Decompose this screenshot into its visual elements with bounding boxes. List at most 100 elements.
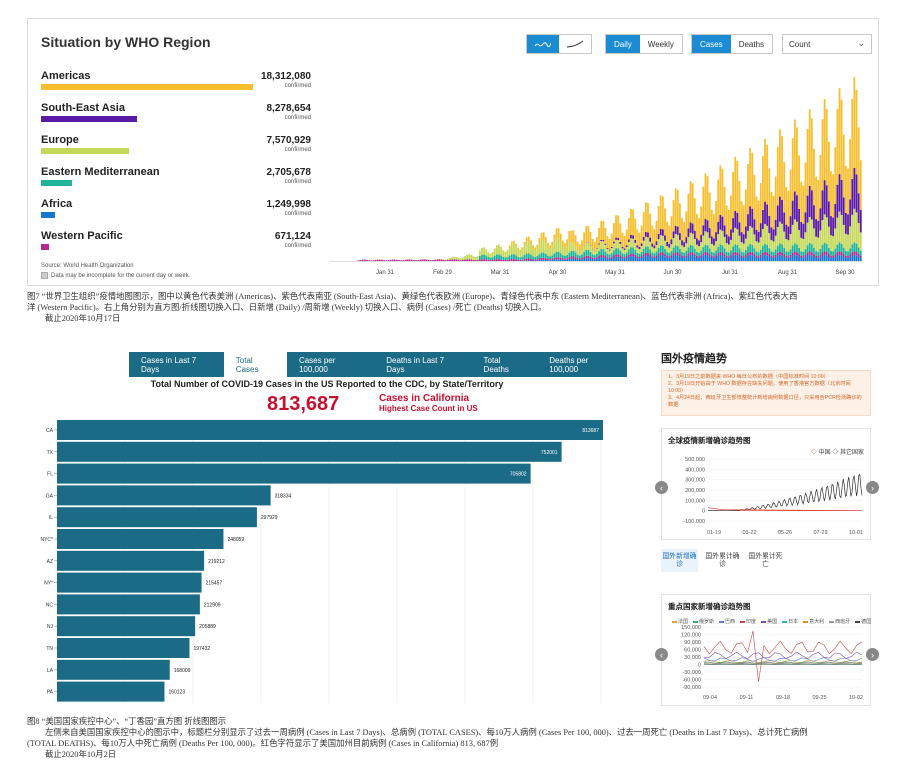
daily-bar-segment: [530, 258, 532, 261]
daily-bar-segment: [727, 252, 730, 257]
daily-bar-segment: [804, 162, 807, 213]
daily-bar-segment: [398, 260, 400, 261]
daily-bar-segment: [759, 254, 762, 257]
daily-bar-segment: [657, 247, 660, 254]
daily-bar-segment: [859, 209, 862, 233]
chevron-right-icon[interactable]: ›: [866, 481, 879, 494]
state-label: NJ: [47, 624, 54, 630]
region-europe[interactable]: Europe 7,570,929 confirmed: [41, 134, 311, 164]
daily-bar-segment: [704, 173, 707, 219]
state-bar[interactable]: [57, 594, 200, 615]
state-bar[interactable]: [57, 463, 531, 484]
daily-bar-segment: [810, 190, 813, 220]
daily-bar-segment: [495, 254, 498, 260]
state-bar[interactable]: [57, 659, 170, 680]
tab-deaths-per-100-000[interactable]: Deaths per 100,000: [549, 355, 589, 374]
region-value: 671,124: [274, 231, 311, 242]
daily-bar-segment: [800, 181, 803, 222]
state-bar[interactable]: [57, 420, 603, 440]
daily-bar-segment: [761, 209, 764, 229]
daily-bar-segment: [668, 225, 671, 244]
daily-bar-segment: [566, 239, 569, 247]
daily-bar-segment: [766, 144, 769, 205]
bar-chart-icon[interactable]: [527, 35, 559, 53]
x-tick-label: Jun 30: [663, 270, 682, 276]
y-tick-label: 120,000: [681, 633, 701, 639]
chevron-left-icon[interactable]: ‹: [655, 481, 668, 494]
count-select[interactable]: Count ⌄: [782, 34, 872, 54]
daily-bar-segment: [555, 259, 558, 261]
region-south-east-asia[interactable]: South-East Asia 8,278,654 confirmed: [41, 102, 311, 132]
region-eastern-mediterranean[interactable]: Eastern Mediterranean 2,705,678 confirmed: [41, 166, 311, 196]
daily-bar-segment: [538, 238, 541, 244]
daily-bar-segment: [515, 255, 517, 260]
daily-bar-segment: [489, 253, 492, 258]
daily-bar-segment: [732, 255, 735, 261]
region-americas[interactable]: Americas 18,312,080 confirmed: [41, 70, 311, 100]
tab-total-deaths[interactable]: 国外累计死亡: [748, 552, 783, 568]
line-chart-icon[interactable]: [559, 35, 591, 53]
state-label: IL: [49, 515, 53, 521]
daily-bar-segment: [636, 257, 639, 261]
daily-bar-segment: [523, 245, 526, 255]
state-bar[interactable]: [57, 681, 165, 702]
tab-total-confirmed[interactable]: 国外累计确诊: [705, 552, 740, 568]
tab-cases-per-100-000[interactable]: Cases per 100,000: [298, 355, 336, 374]
state-bar[interactable]: [57, 485, 271, 506]
state-bar[interactable]: [57, 616, 196, 637]
daily-bar-segment: [821, 255, 824, 261]
state-label: TX: [47, 450, 54, 456]
chevron-right-icon-2[interactable]: ›: [866, 648, 879, 661]
daily-bar-segment: [478, 259, 481, 261]
key-country-trend-card: 重点国家新增确诊趋势图 法国 俄罗斯 巴西 印度 美国 日本 意大利 西班牙 德国 150,00…: [661, 594, 871, 706]
region-africa[interactable]: Africa 1,249,998 confirmed: [41, 198, 311, 228]
state-bar[interactable]: [57, 572, 202, 593]
daily-bar-segment: [713, 256, 715, 258]
daily-bar-segment: [774, 256, 777, 261]
daily-bar-segment: [689, 254, 692, 261]
daily-bar-segment: [802, 185, 805, 224]
daily-bar-segment: [693, 239, 696, 249]
state-bar[interactable]: [57, 550, 205, 571]
region-western-pacific[interactable]: Western Pacific 671,124 confirmed: [41, 230, 311, 260]
daily-bar-segment: [661, 229, 664, 236]
daily-button[interactable]: Daily: [606, 35, 640, 53]
state-bar[interactable]: [57, 529, 224, 549]
deaths-button[interactable]: Deaths: [738, 39, 765, 49]
weekly-button[interactable]: Weekly: [647, 39, 674, 49]
daily-bar-segment: [740, 255, 743, 258]
daily-bar-segment: [534, 256, 537, 260]
daily-bar-segment: [717, 255, 720, 261]
daily-bar-segment: [825, 255, 828, 261]
daily-bar-segment: [755, 251, 758, 256]
state-bar[interactable]: [57, 507, 257, 528]
daily-bar-segment: [664, 235, 666, 241]
chart-type-toggle[interactable]: [526, 34, 592, 54]
daily-bar-segment: [598, 228, 600, 244]
daily-bar-segment: [572, 243, 575, 251]
state-bar[interactable]: [57, 441, 562, 462]
daily-bar-segment: [547, 247, 549, 256]
daily-bar-segment: [751, 153, 754, 209]
tab-cases-in-last-7-days[interactable]: Cases in Last 7 Days: [141, 355, 197, 374]
measure-toggle[interactable]: Cases Deaths: [691, 34, 774, 54]
state-bar[interactable]: [57, 638, 190, 658]
country-trend-line: [703, 651, 863, 660]
daily-bar-segment: [453, 259, 456, 261]
tab-new-confirmed[interactable]: 国外新增确诊: [661, 549, 698, 572]
daily-bar-segment: [776, 226, 779, 246]
daily-bar-segment: [819, 208, 822, 231]
period-toggle[interactable]: Daily Weekly: [605, 34, 683, 54]
daily-bar-segment: [685, 257, 688, 261]
y-tick-label: 30,000: [684, 655, 701, 661]
daily-bar-segment: [561, 259, 564, 261]
daily-bar-segment: [551, 258, 554, 261]
daily-bar-segment: [849, 254, 852, 257]
tab-total-cases[interactable]: Total Cases: [223, 352, 287, 377]
chevron-left-icon-2[interactable]: ‹: [655, 648, 668, 661]
daily-bar-segment: [766, 252, 769, 256]
cases-button[interactable]: Cases: [692, 35, 731, 53]
tab-total-deaths[interactable]: Total Deaths: [483, 355, 509, 374]
daily-bar-segment: [781, 136, 783, 200]
tab-deaths-in-last-7-days[interactable]: Deaths in Last 7 Days: [386, 355, 445, 374]
